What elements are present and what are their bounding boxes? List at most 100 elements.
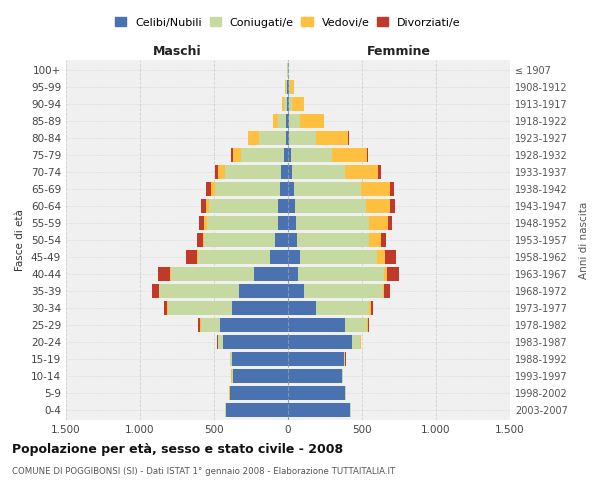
Text: Maschi: Maschi [152,46,202,59]
Bar [232,301,288,315]
Bar [215,182,280,196]
Text: Popolazione per età, sesso e stato civile - 2008: Popolazione per età, sesso e stato civil… [12,442,343,456]
Bar [206,216,278,230]
Bar [226,403,288,417]
Bar [225,403,226,417]
Bar [371,301,373,315]
Bar [232,352,288,366]
Bar [292,165,346,179]
Bar [316,131,348,145]
Bar [197,233,203,247]
Bar [259,131,286,145]
Bar [254,267,288,281]
Bar [286,114,288,128]
Bar [200,318,220,332]
Bar [342,369,343,383]
Bar [288,233,297,247]
Bar [170,267,171,281]
Bar [203,233,205,247]
Bar [168,301,232,315]
Bar [316,301,370,315]
Bar [198,250,270,264]
Bar [352,335,360,349]
Bar [346,165,378,179]
Bar [225,165,281,179]
Bar [289,97,292,111]
Bar [230,386,288,400]
Bar [287,80,288,94]
Bar [289,80,290,94]
Bar [288,386,345,400]
Bar [300,250,377,264]
Bar [248,131,259,145]
Bar [286,131,288,145]
Bar [280,182,288,196]
Bar [289,131,316,145]
Bar [288,114,289,128]
Bar [288,403,350,417]
Bar [274,114,278,128]
Bar [199,318,200,332]
Bar [288,318,345,332]
Bar [284,97,287,111]
Bar [211,182,215,196]
Bar [350,403,351,417]
Bar [223,335,288,349]
Bar [275,233,288,247]
Bar [206,182,211,196]
Bar [290,148,332,162]
Bar [390,182,394,196]
Bar [278,114,286,128]
Bar [288,131,289,145]
Bar [202,199,206,213]
Bar [187,250,197,264]
Bar [384,284,390,298]
Bar [231,148,233,162]
Bar [370,233,381,247]
Bar [298,267,384,281]
Bar [284,148,288,162]
Bar [288,216,296,230]
Bar [288,199,295,213]
Bar [287,97,288,111]
Bar [159,284,239,298]
Bar [232,369,233,383]
Bar [278,199,288,213]
Text: COMUNE DI POGGIBONSI (SI) - Dati ISTAT 1° gennaio 2008 - Elaborazione TUTTAITALI: COMUNE DI POGGIBONSI (SI) - Dati ISTAT 1… [12,468,395,476]
Y-axis label: Fasce di età: Fasce di età [16,209,25,271]
Bar [205,216,206,230]
Bar [230,352,232,366]
Bar [360,335,361,349]
Bar [288,352,343,366]
Bar [289,114,300,128]
Bar [332,148,367,162]
Bar [233,369,288,383]
Bar [158,267,170,281]
Bar [300,114,323,128]
Bar [282,97,284,111]
Bar [381,233,386,247]
Bar [152,284,158,298]
Bar [288,267,298,281]
Bar [370,301,371,315]
Legend: Celibi/Nubili, Coniugati/e, Vedovi/e, Divorziati/e: Celibi/Nubili, Coniugati/e, Vedovi/e, Di… [113,15,463,30]
Bar [239,284,288,298]
Bar [361,182,390,196]
Bar [345,386,346,400]
Bar [367,199,390,213]
Bar [388,216,392,230]
Bar [288,369,342,383]
Bar [387,267,399,281]
Bar [390,199,395,213]
Bar [288,148,290,162]
Bar [385,250,396,264]
Bar [220,318,288,332]
Bar [206,199,209,213]
Bar [294,182,361,196]
Bar [288,165,292,179]
Bar [241,148,284,162]
Bar [345,318,367,332]
Bar [297,233,370,247]
Bar [215,165,218,179]
Bar [367,148,368,162]
